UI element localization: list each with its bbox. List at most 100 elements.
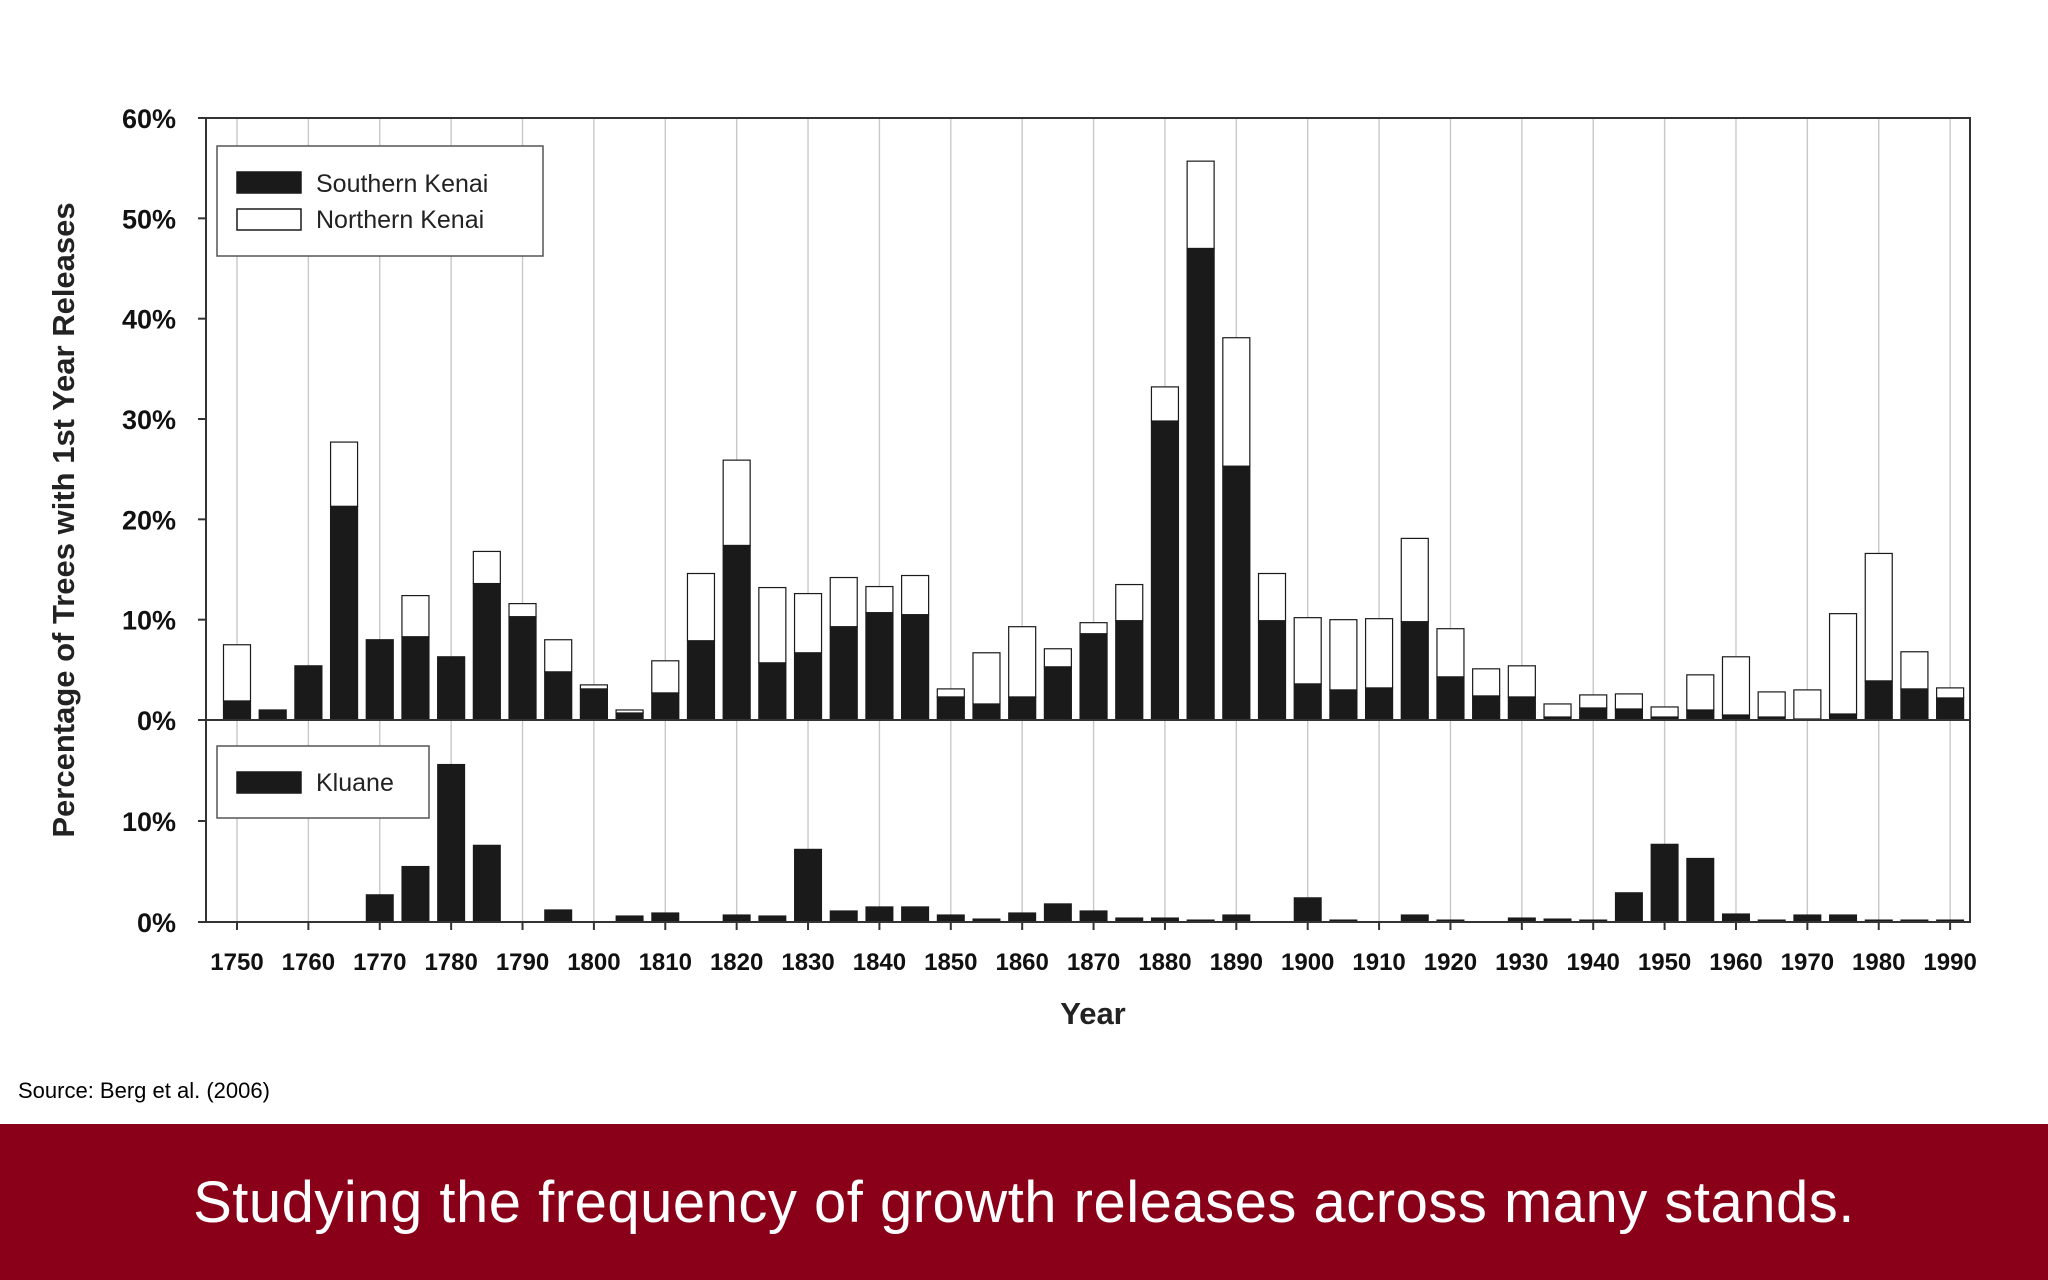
- bar-southern-kenai: [1400, 621, 1429, 721]
- x-tick-label: 1970: [1781, 949, 1834, 976]
- x-tick-label: 1760: [282, 949, 335, 976]
- bar-southern-kenai: [1150, 420, 1180, 721]
- bar-southern-kenai: [758, 662, 787, 721]
- y-tick-label-top: 0%: [137, 706, 176, 736]
- bar-kluane: [794, 848, 823, 923]
- bar-northern-kenai: [1793, 689, 1822, 720]
- x-axis-title: Year: [1060, 996, 1126, 1031]
- bar-kluane: [651, 912, 680, 923]
- bar-kluane: [1686, 857, 1715, 923]
- bar-northern-kenai: [1614, 693, 1644, 710]
- bar-southern-kenai: [544, 671, 573, 721]
- bar-northern-kenai: [1650, 706, 1679, 718]
- bar-southern-kenai: [222, 700, 252, 721]
- x-tick-label: 1860: [995, 949, 1048, 976]
- bar-southern-kenai: [294, 665, 323, 721]
- bar-northern-kenai: [865, 585, 894, 614]
- bar-kluane: [1650, 843, 1679, 923]
- bar-southern-kenai: [1436, 676, 1465, 721]
- ticks: 1750 1760 1770 1780 1790 1800 1810 1820 1830 1840…: [122, 104, 1977, 976]
- bar-southern-kenai: [1222, 465, 1251, 721]
- x-tick-label: 1840: [853, 949, 906, 976]
- bar-kluane: [1293, 897, 1322, 923]
- legend-label-southern-kenai: Southern Kenai: [316, 170, 488, 198]
- bar-southern-kenai: [1079, 633, 1108, 721]
- legend-swatch-southern-kenai: [236, 171, 302, 194]
- bar-northern-kenai: [579, 684, 609, 690]
- bar-southern-kenai: [1864, 680, 1893, 721]
- bar-northern-kenai: [1828, 613, 1858, 715]
- bar-northern-kenai: [1008, 626, 1037, 698]
- bar-northern-kenai: [758, 586, 787, 664]
- y-tick-label-top: 40%: [122, 305, 176, 335]
- bar-northern-kenai: [1936, 687, 1965, 699]
- chart: 1750 1760 1770 1780 1790 1800 1810 1820 1830 1840…: [46, 104, 1977, 1031]
- legend-bottom: Kluane: [216, 745, 430, 819]
- bar-northern-kenai: [472, 550, 501, 585]
- bar-southern-kenai: [472, 582, 501, 721]
- bar-southern-kenai: [972, 703, 1001, 721]
- bar-kluane: [365, 894, 394, 923]
- bar-northern-kenai: [722, 459, 751, 547]
- bar-northern-kenai: [1757, 691, 1786, 718]
- bar-southern-kenai: [365, 639, 394, 721]
- bar-northern-kenai: [901, 574, 930, 616]
- x-tick-label: 1950: [1638, 949, 1691, 976]
- bar-northern-kenai: [1329, 619, 1358, 691]
- bar-northern-kenai: [1472, 668, 1501, 697]
- bar-southern-kenai: [1472, 695, 1501, 721]
- x-tick-label: 1910: [1352, 949, 1405, 976]
- bar-northern-kenai: [1186, 160, 1215, 250]
- y-tick-label-bottom: 10%: [122, 807, 176, 837]
- bar-southern-kenai: [901, 614, 930, 721]
- bar-southern-kenai: [1115, 620, 1144, 721]
- x-tick-label: 1750: [210, 949, 263, 976]
- bar-southern-kenai: [1900, 688, 1929, 721]
- bar-northern-kenai: [1364, 618, 1394, 689]
- bar-southern-kenai: [508, 616, 537, 721]
- caption-text: Studying the frequency of growth release…: [193, 1169, 1855, 1235]
- bar-southern-kenai: [258, 709, 287, 721]
- x-tick-label: 1960: [1709, 949, 1762, 976]
- x-tick-label: 1810: [639, 949, 692, 976]
- x-tick-label: 1800: [567, 949, 620, 976]
- bar-northern-kenai: [1900, 651, 1929, 690]
- bar-kluane: [1400, 914, 1429, 923]
- x-tick-label: 1850: [924, 949, 977, 976]
- bar-kluane: [901, 906, 930, 923]
- y-tick-label-top: 20%: [122, 505, 176, 535]
- y-axis-title: Percentage of Trees with 1st Year Releas…: [46, 202, 81, 837]
- bar-northern-kenai: [1043, 648, 1072, 668]
- bar-southern-kenai: [1579, 707, 1608, 721]
- bar-southern-kenai: [1364, 687, 1394, 721]
- bar-kluane: [1043, 903, 1072, 923]
- x-tick-label: 1920: [1424, 949, 1477, 976]
- y-tick-label-top: 30%: [122, 405, 176, 435]
- bar-southern-kenai: [1257, 620, 1287, 721]
- x-tick-label: 1780: [424, 949, 477, 976]
- x-tick-label: 1820: [710, 949, 763, 976]
- bar-northern-kenai: [972, 652, 1001, 705]
- bar-northern-kenai: [686, 572, 716, 642]
- legend-top-box: [216, 145, 544, 257]
- bar-southern-kenai: [793, 652, 823, 721]
- bar-kluane: [472, 844, 501, 923]
- bar-southern-kenai: [1043, 666, 1072, 721]
- bar-southern-kenai: [1936, 697, 1965, 721]
- legend-top: Southern Kenai Northern Kenai: [216, 145, 544, 257]
- bar-kluane: [437, 763, 466, 923]
- bar-kluane: [1793, 914, 1822, 923]
- bar-northern-kenai: [1222, 337, 1251, 467]
- bar-kluane: [722, 914, 751, 923]
- bar-northern-kenai: [1507, 665, 1536, 698]
- source-citation: Source: Berg et al. (2006): [18, 1078, 270, 1103]
- bar-kluane: [1614, 892, 1643, 923]
- bar-northern-kenai: [1686, 674, 1715, 711]
- bar-northern-kenai: [1400, 537, 1429, 623]
- bars: [222, 160, 1965, 923]
- bar-southern-kenai: [329, 505, 359, 721]
- bar-northern-kenai: [615, 709, 644, 714]
- y-tick-label-top: 60%: [122, 104, 176, 134]
- bar-northern-kenai: [1150, 386, 1180, 422]
- bar-northern-kenai: [1079, 622, 1108, 635]
